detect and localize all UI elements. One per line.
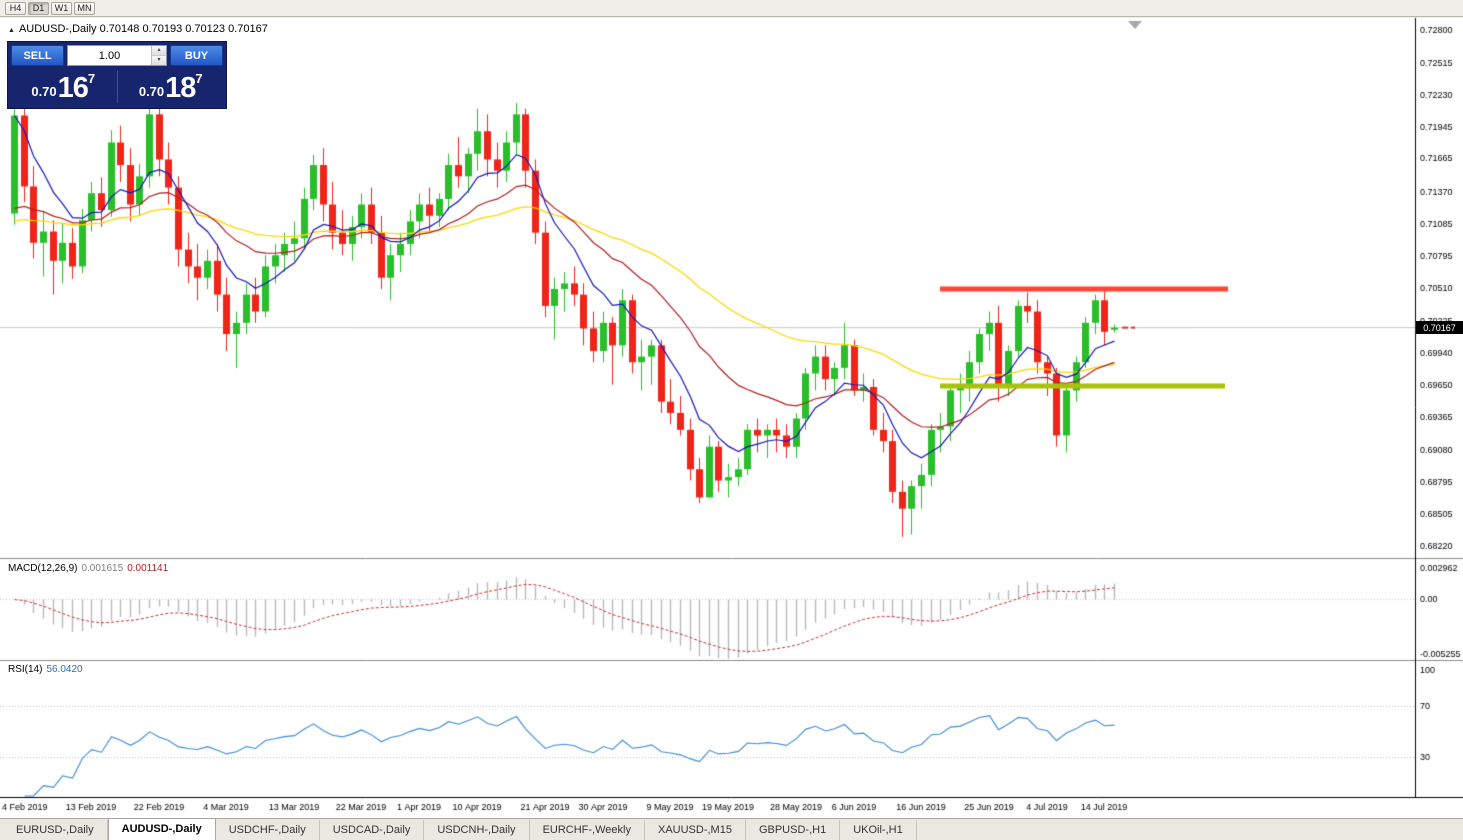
tab-xauusd-m15[interactable]: XAUUSD-,M15 (645, 820, 746, 840)
chart-title: ▲ AUDUSD-,Daily 0.70148 0.70193 0.70123 0… (8, 23, 268, 35)
chart-tabs: EURUSD-,Daily AUDUSD-,Daily USDCHF-,Dail… (0, 818, 1463, 840)
tab-usdcnh-daily[interactable]: USDCNH-,Daily (424, 820, 530, 840)
sell-button[interactable]: SELL (11, 45, 64, 66)
chart-ohlc-values: 0.70148 0.70193 0.70123 0.70167 (99, 23, 268, 35)
tab-usdcad-daily[interactable]: USDCAD-,Daily (320, 820, 425, 840)
tab-eurusd-daily[interactable]: EURUSD-,Daily (3, 820, 108, 840)
tab-audusd-daily[interactable]: AUDUSD-,Daily (107, 818, 216, 840)
bid-price-point: 7 (87, 71, 96, 86)
bid-price-pips: 16 (57, 72, 89, 104)
timeframe-h4-button[interactable]: H4 (5, 1, 26, 15)
rsi-value: 56.0420 (46, 664, 83, 675)
macd-signal-value: 0.001141 (127, 563, 169, 574)
ask-price[interactable]: 0.70 18 7 (119, 68, 224, 105)
timeframe-w1-button[interactable]: W1 (51, 1, 72, 15)
tab-eurchf-weekly[interactable]: EURCHF-,Weekly (530, 820, 645, 840)
ask-price-point: 7 (195, 71, 203, 86)
macd-main-value: 0.001615 (81, 563, 124, 574)
current-price-badge: 0.70167 (1416, 321, 1463, 335)
bid-price-prefix: 0.70 (31, 84, 57, 99)
buy-button[interactable]: BUY (170, 45, 223, 66)
volume-decrease-button[interactable]: ▾ (152, 56, 166, 65)
volume-spinner: ▴ ▾ (151, 46, 166, 65)
timeframe-d1-button[interactable]: D1 (28, 1, 49, 15)
macd-name: MACD(12,26,9) (8, 563, 78, 574)
tab-gbpusd-h1[interactable]: GBPUSD-,H1 (746, 820, 841, 840)
timeframe-toolbar: H4 D1 W1 MN (0, 0, 1463, 17)
tab-ukoil-h1[interactable]: UKOil-,H1 (840, 820, 917, 840)
volume-input-group: ▴ ▾ (67, 45, 167, 66)
timeframe-mn-button[interactable]: MN (74, 1, 95, 15)
macd-indicator-label: MACD(12,26,9) 0.001615 0.001141 (8, 563, 168, 574)
volume-increase-button[interactable]: ▴ (152, 46, 166, 56)
one-click-collapse-icon[interactable]: ▲ (8, 27, 15, 34)
ask-price-pips: 18 (165, 72, 196, 104)
rsi-indicator-label: RSI(14) 56.0420 (8, 664, 83, 675)
volume-input[interactable] (68, 46, 151, 65)
rsi-name: RSI(14) (8, 664, 43, 675)
bid-price[interactable]: 0.70 16 7 (11, 68, 116, 105)
ask-price-prefix: 0.70 (138, 84, 165, 99)
price-divider (116, 70, 118, 103)
chart-symbol-label: AUDUSD-,Daily (18, 23, 97, 35)
tab-usdchf-daily[interactable]: USDCHF-,Daily (216, 820, 320, 840)
